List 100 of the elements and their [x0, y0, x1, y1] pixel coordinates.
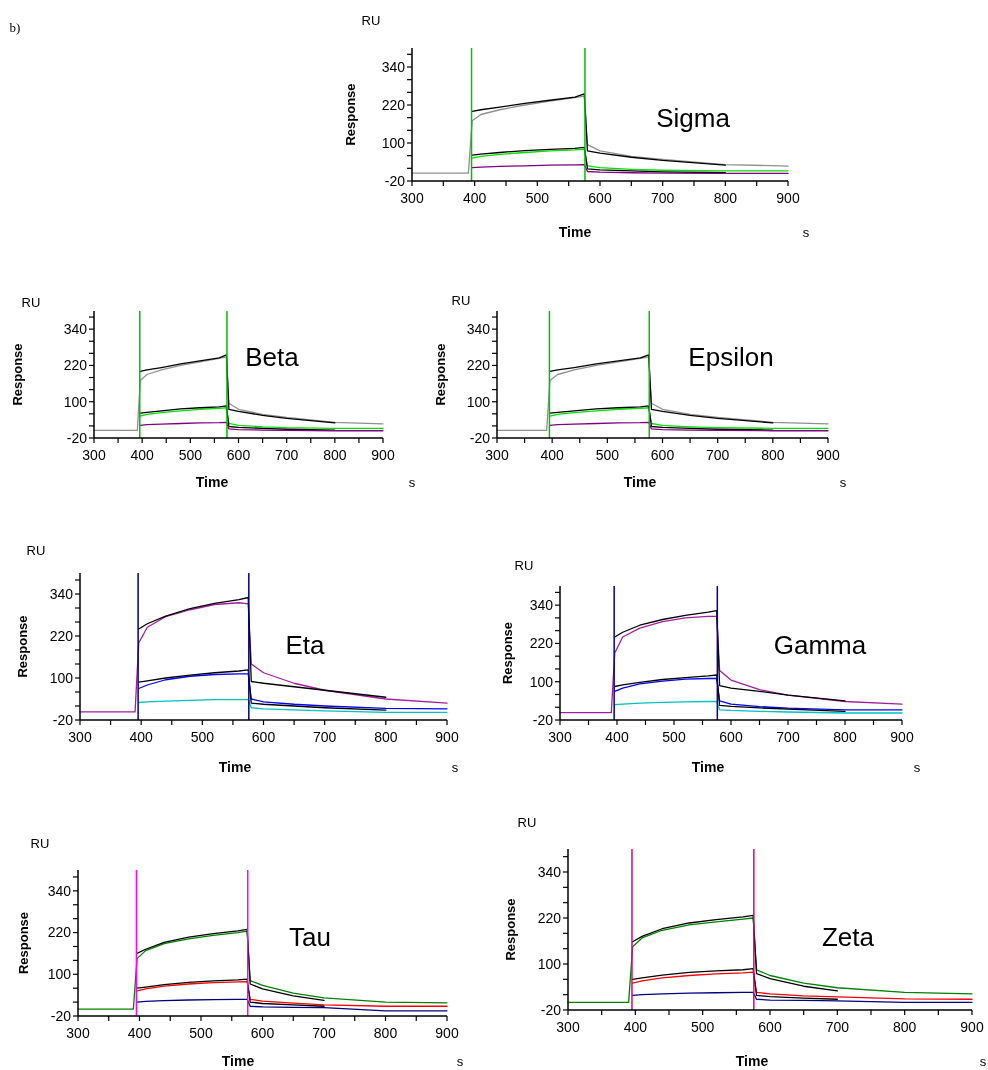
text: RU	[30, 835, 50, 851]
y-tick-label: -20	[469, 429, 491, 446]
y-tick-label: 340	[63, 321, 88, 338]
y-axis-title: Response	[9, 343, 25, 406]
y-tick-label: 340	[49, 585, 74, 602]
y-tick-label: -20	[384, 172, 406, 189]
y-tick-label: 100	[47, 966, 72, 983]
x-tick-label: 800	[892, 1019, 917, 1035]
x-tick-label: 900	[776, 190, 800, 206]
line-series	[471, 146, 726, 174]
x-axis-title: Time	[218, 758, 252, 775]
line-series	[567, 917, 973, 1003]
x-tick-label: 600	[226, 447, 251, 463]
text: s	[408, 474, 416, 490]
y-tick-label: 100	[529, 673, 554, 690]
line-series	[138, 669, 387, 711]
line-series	[549, 405, 774, 431]
x-tick-label: 900	[435, 1025, 459, 1041]
text: Beta	[245, 342, 300, 373]
x-tick-label: 900	[816, 447, 840, 463]
y-tick-label: -20	[66, 429, 88, 446]
line-series	[138, 673, 448, 710]
y-axis-title: Response	[499, 621, 515, 685]
y-tick-label: 340	[466, 321, 491, 338]
line-series	[631, 971, 973, 1000]
text: RU	[517, 814, 537, 830]
x-tick-label: 700	[825, 1019, 850, 1035]
x-tick-label: 600	[650, 447, 675, 463]
y-tick-label: 220	[466, 357, 491, 374]
text: Epsilon	[688, 342, 774, 373]
line-series	[136, 980, 448, 1007]
x-tick-label: 800	[761, 447, 785, 463]
line-series	[139, 405, 336, 431]
text: Sigma	[656, 103, 731, 134]
x-tick-label: 600	[251, 729, 276, 745]
x-axis-title: Time	[691, 758, 725, 775]
x-tick-label: 800	[713, 190, 738, 206]
text: Gamma	[773, 630, 867, 661]
line-series	[77, 930, 448, 1010]
line-series	[631, 991, 973, 1003]
text: Tau	[289, 922, 331, 953]
y-tick-label: -20	[50, 1007, 72, 1024]
x-tick-label: 500	[525, 190, 550, 206]
y-tick-label: -20	[540, 1001, 562, 1018]
y-tick-label: -20	[52, 711, 74, 728]
line-series	[139, 407, 384, 429]
x-tick-label: 400	[605, 729, 629, 745]
y-tick-label: 100	[466, 393, 491, 410]
y-tick-label: 340	[47, 882, 72, 899]
x-tick-label: 500	[690, 1019, 715, 1035]
y-tick-label: 340	[381, 58, 406, 75]
x-tick-label: 600	[719, 729, 743, 745]
x-tick-label: 300	[548, 729, 572, 745]
x-axis-title: Time	[623, 473, 657, 490]
x-tick-label: 700	[705, 447, 730, 463]
text: s	[456, 1053, 464, 1069]
x-tick-label: 600	[758, 1019, 782, 1035]
y-tick-label: 220	[529, 635, 554, 652]
line-series	[471, 148, 789, 172]
text: Eta	[285, 630, 326, 661]
x-tick-label: 700	[776, 729, 800, 745]
y-tick-label: 220	[47, 924, 72, 941]
y-tick-label: 100	[537, 955, 562, 972]
text: Zeta	[821, 922, 875, 953]
text: s	[451, 759, 459, 775]
y-axis-title: Response	[15, 911, 31, 975]
x-tick-label: 800	[373, 1025, 398, 1041]
text: RU	[361, 12, 381, 28]
line-series	[614, 674, 846, 713]
y-tick-label: 220	[63, 357, 88, 374]
y-tick-label: 100	[63, 393, 88, 410]
x-tick-label: 300	[556, 1019, 580, 1035]
x-tick-label: 400	[540, 447, 565, 463]
x-tick-label: 900	[960, 1019, 984, 1035]
x-axis-title: Time	[195, 473, 229, 490]
y-tick-label: 100	[49, 669, 74, 686]
x-tick-label: 900	[371, 447, 395, 463]
text: RU	[26, 542, 46, 558]
line-series	[411, 95, 789, 174]
x-tick-label: 500	[178, 447, 203, 463]
text: RU	[21, 294, 41, 310]
x-tick-label: 600	[250, 1025, 275, 1041]
x-tick-label: 900	[435, 729, 459, 745]
x-axis-title: Time	[735, 1052, 769, 1069]
x-tick-label: 300	[400, 190, 424, 206]
x-tick-label: 900	[890, 729, 914, 745]
line-series	[136, 998, 448, 1012]
text: s	[802, 224, 810, 240]
x-tick-label: 500	[662, 729, 686, 745]
line-series	[614, 700, 903, 714]
x-tick-label: 300	[66, 1025, 90, 1041]
x-tick-label: 400	[129, 729, 154, 745]
x-tick-label: 300	[485, 447, 509, 463]
line-series	[136, 978, 325, 1007]
text: s	[979, 1053, 987, 1069]
y-axis-title: Response	[14, 615, 30, 678]
x-tick-label: 400	[130, 447, 155, 463]
x-tick-label: 700	[274, 447, 299, 463]
x-tick-label: 300	[68, 729, 92, 745]
x-tick-label: 700	[650, 190, 675, 206]
